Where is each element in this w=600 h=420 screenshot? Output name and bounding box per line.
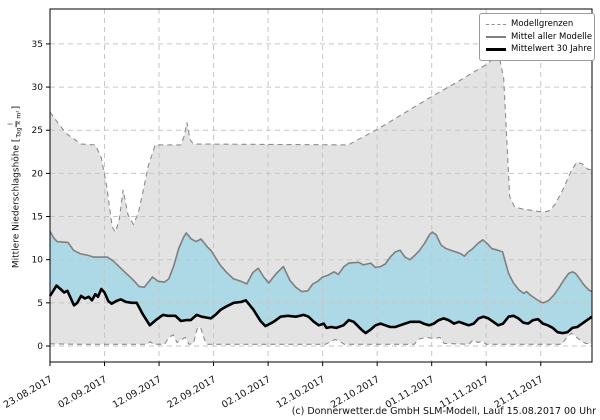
copyright-caption: (c) Donnerwetter.de GmbH SLM-Modell, Lau…: [291, 406, 596, 417]
gray-line-swatch-icon: [486, 35, 506, 38]
y-axis-label: Mittlere Niederschlagshöhe [l Tag × m²]: [8, 105, 24, 269]
y-axis-label-prefix: Mittlere Niederschlagshöhe [: [11, 138, 22, 269]
plot-border: [49, 8, 593, 363]
legend-label: Mittel aller Modelle: [511, 31, 593, 42]
black-line-swatch-icon: [486, 47, 506, 51]
y-tick-label: 35: [32, 40, 43, 50]
legend-label: Modellgrenzen: [511, 19, 574, 29]
legend-item-mittel-aller-modelle: Mittel aller Modelle: [486, 31, 592, 44]
legend-box: Modellgrenzen Mittel aller Modelle Mitte…: [479, 13, 595, 61]
mean-30-years-line: [48, 284, 593, 335]
y-axis-unit-fraction: l Tag × m²: [8, 110, 24, 138]
y-tick-label: 30: [32, 83, 44, 93]
y-tick-label: 25: [32, 126, 43, 136]
legend-item-mittelwert-30-jahre: Mittelwert 30 Jahre: [486, 43, 592, 56]
y-tick-label: 10: [32, 256, 44, 266]
mean-all-models-line: [49, 230, 593, 304]
mean-band-area: [50, 231, 592, 334]
y-axis-unit-denominator: Tag × m²: [15, 110, 23, 138]
y-tick-label: 15: [32, 213, 43, 223]
model-upper-bound-line: [49, 53, 593, 234]
dashed-line-swatch-icon: [486, 23, 506, 25]
y-tick-label: 5: [37, 299, 43, 309]
legend-item-modellgrenzen: Modellgrenzen: [486, 18, 588, 31]
y-axis-label-suffix: ]: [11, 105, 22, 110]
legend-label: Mittelwert 30 Jahre: [511, 44, 592, 54]
model-lower-bound-line: [49, 326, 593, 345]
y-tick-label: 20: [32, 169, 44, 179]
y-tick-label: 0: [37, 342, 43, 352]
